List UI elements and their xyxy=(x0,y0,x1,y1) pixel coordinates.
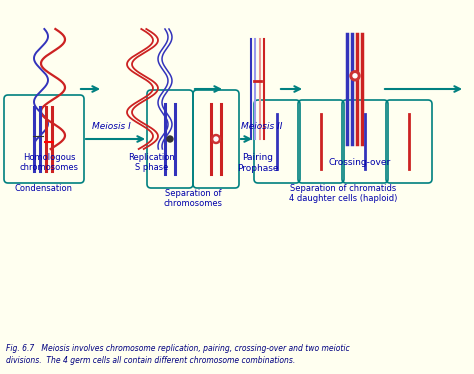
Text: Homologous
chromosomes: Homologous chromosomes xyxy=(19,153,79,172)
Text: Separation of chromatids
4 daughter cells (haploid): Separation of chromatids 4 daughter cell… xyxy=(289,184,397,203)
Circle shape xyxy=(211,135,220,144)
Circle shape xyxy=(350,71,360,81)
Circle shape xyxy=(214,137,218,141)
Text: Fig. 6.7   Meiosis involves chromosome replication, pairing, crossing-over and t: Fig. 6.7 Meiosis involves chromosome rep… xyxy=(6,344,350,353)
Circle shape xyxy=(353,74,357,78)
Text: Separation of
chromosomes: Separation of chromosomes xyxy=(164,189,222,208)
Text: Pairing: Pairing xyxy=(243,153,273,162)
Text: Condensation: Condensation xyxy=(15,184,73,193)
Text: Replication
S phase: Replication S phase xyxy=(128,153,175,172)
Text: Prophase: Prophase xyxy=(237,164,279,173)
Text: Meiosis I: Meiosis I xyxy=(92,122,131,131)
Circle shape xyxy=(167,136,173,142)
Text: Crossing-over: Crossing-over xyxy=(329,158,391,167)
Text: divisions.  The 4 germ cells all contain different chromosome combinations.: divisions. The 4 germ cells all contain … xyxy=(6,356,295,365)
Text: Meiosis II: Meiosis II xyxy=(241,122,283,131)
